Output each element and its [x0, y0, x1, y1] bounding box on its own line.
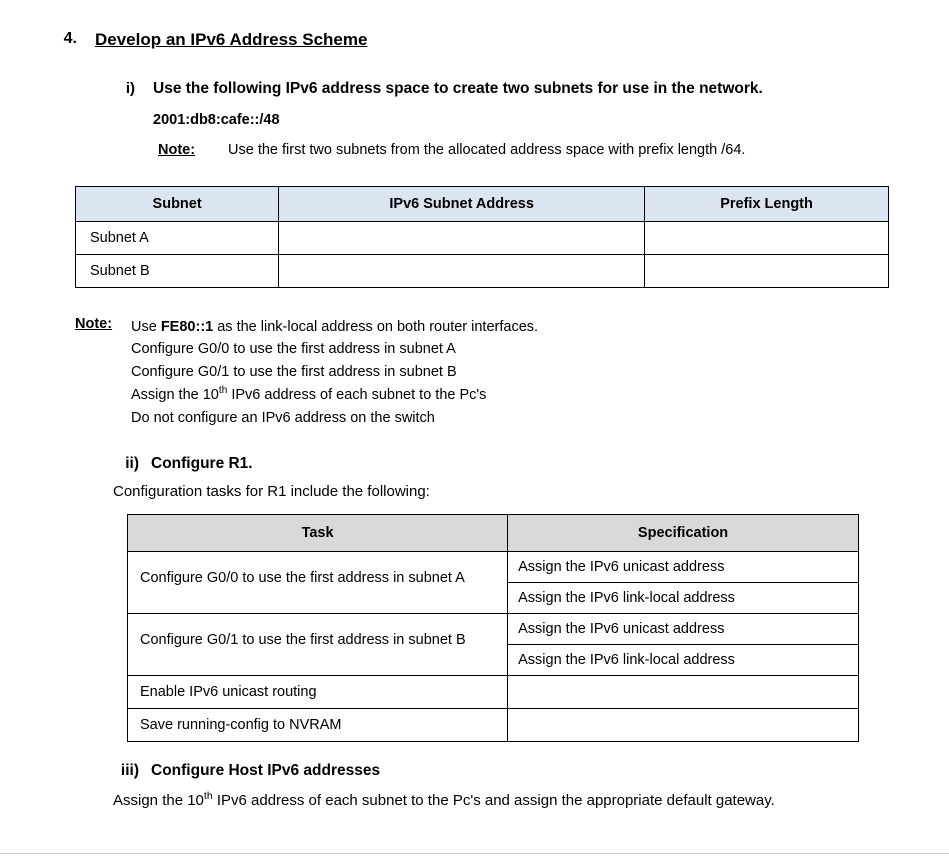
- sub-i-text: Use the following IPv6 address space to …: [153, 80, 909, 98]
- task-cell: Save running-config to NVRAM: [128, 709, 508, 742]
- note-line: Assign the 10th IPv6 address of each sub…: [131, 383, 538, 406]
- task-cell: Configure G0/1 to use the first address …: [128, 614, 508, 676]
- table1-header-prefix: Prefix Length: [645, 187, 889, 222]
- table-cell: [645, 222, 889, 255]
- config-notes: Note: Use FE80::1 as the link-local addr…: [75, 316, 889, 429]
- spec-cell: Assign the IPv6 unicast addressAssign th…: [508, 552, 859, 614]
- spec-line: [508, 709, 858, 739]
- note-line: Configure G0/0 to use the first address …: [131, 338, 538, 360]
- spec-line: Assign the IPv6 link-local address: [508, 583, 858, 613]
- table-row: Subnet A: [76, 222, 889, 255]
- note2-label: Note:: [75, 316, 115, 429]
- sub-ii-title: Configure R1.: [151, 455, 253, 473]
- sub-i-num: i): [113, 80, 135, 97]
- section-number: 4.: [55, 30, 77, 48]
- table-row: Save running-config to NVRAM: [128, 709, 859, 742]
- table-cell: [279, 222, 645, 255]
- note-line: Do not configure an IPv6 address on the …: [131, 407, 538, 429]
- config-task-table: Task Specification Configure G0/0 to use…: [127, 514, 859, 742]
- table1-header-address: IPv6 Subnet Address: [279, 187, 645, 222]
- task-cell: Enable IPv6 unicast routing: [128, 676, 508, 709]
- sub-i-note: Note: Use the first two subnets from the…: [158, 142, 909, 158]
- table-cell: [279, 255, 645, 288]
- spec-line: [508, 676, 858, 706]
- spec-line: Assign the IPv6 unicast address: [508, 614, 858, 645]
- note-line: Use FE80::1 as the link-local address on…: [131, 316, 538, 338]
- table2-header-task: Task: [128, 515, 508, 552]
- table-row: Configure G0/0 to use the first address …: [128, 552, 859, 614]
- table-cell: Subnet A: [76, 222, 279, 255]
- subnet-table: Subnet IPv6 Subnet Address Prefix Length…: [75, 186, 889, 288]
- sub-ii-intro: Configuration tasks for R1 include the f…: [113, 483, 909, 500]
- table1-header-subnet: Subnet: [76, 187, 279, 222]
- spec-line: Assign the IPv6 link-local address: [508, 645, 858, 675]
- ipv6-address-space: 2001:db8:cafe::/48: [153, 112, 909, 128]
- sub-iii-num: iii): [113, 762, 139, 780]
- sub-iii-title: Configure Host IPv6 addresses: [151, 762, 380, 780]
- table-row: Configure G0/1 to use the first address …: [128, 614, 859, 676]
- note-line: Configure G0/1 to use the first address …: [131, 361, 538, 383]
- subsection-ii: ii) Configure R1. Configuration tasks fo…: [113, 455, 909, 500]
- spec-line: Assign the IPv6 unicast address: [508, 552, 858, 583]
- table2-header-spec: Specification: [508, 515, 859, 552]
- task-cell: Configure G0/0 to use the first address …: [128, 552, 508, 614]
- table-row: Enable IPv6 unicast routing: [128, 676, 859, 709]
- section-heading: 4. Develop an IPv6 Address Scheme: [55, 30, 909, 50]
- spec-cell: [508, 709, 859, 742]
- subsection-iii: iii) Configure Host IPv6 addresses Assig…: [113, 762, 909, 809]
- table-cell: [645, 255, 889, 288]
- table-row: Subnet B: [76, 255, 889, 288]
- sub-ii-num: ii): [113, 455, 139, 473]
- section-title: Develop an IPv6 Address Scheme: [95, 30, 367, 50]
- table-cell: Subnet B: [76, 255, 279, 288]
- note-body: Use the first two subnets from the alloc…: [228, 142, 745, 158]
- spec-cell: Assign the IPv6 unicast addressAssign th…: [508, 614, 859, 676]
- subsection-i: i) Use the following IPv6 address space …: [113, 80, 909, 158]
- note2-lines: Use FE80::1 as the link-local address on…: [131, 316, 538, 429]
- note-label: Note:: [158, 142, 198, 158]
- spec-cell: [508, 676, 859, 709]
- sub-iii-body: Assign the 10th IPv6 address of each sub…: [113, 790, 909, 809]
- page: 4. Develop an IPv6 Address Scheme i) Use…: [0, 0, 949, 854]
